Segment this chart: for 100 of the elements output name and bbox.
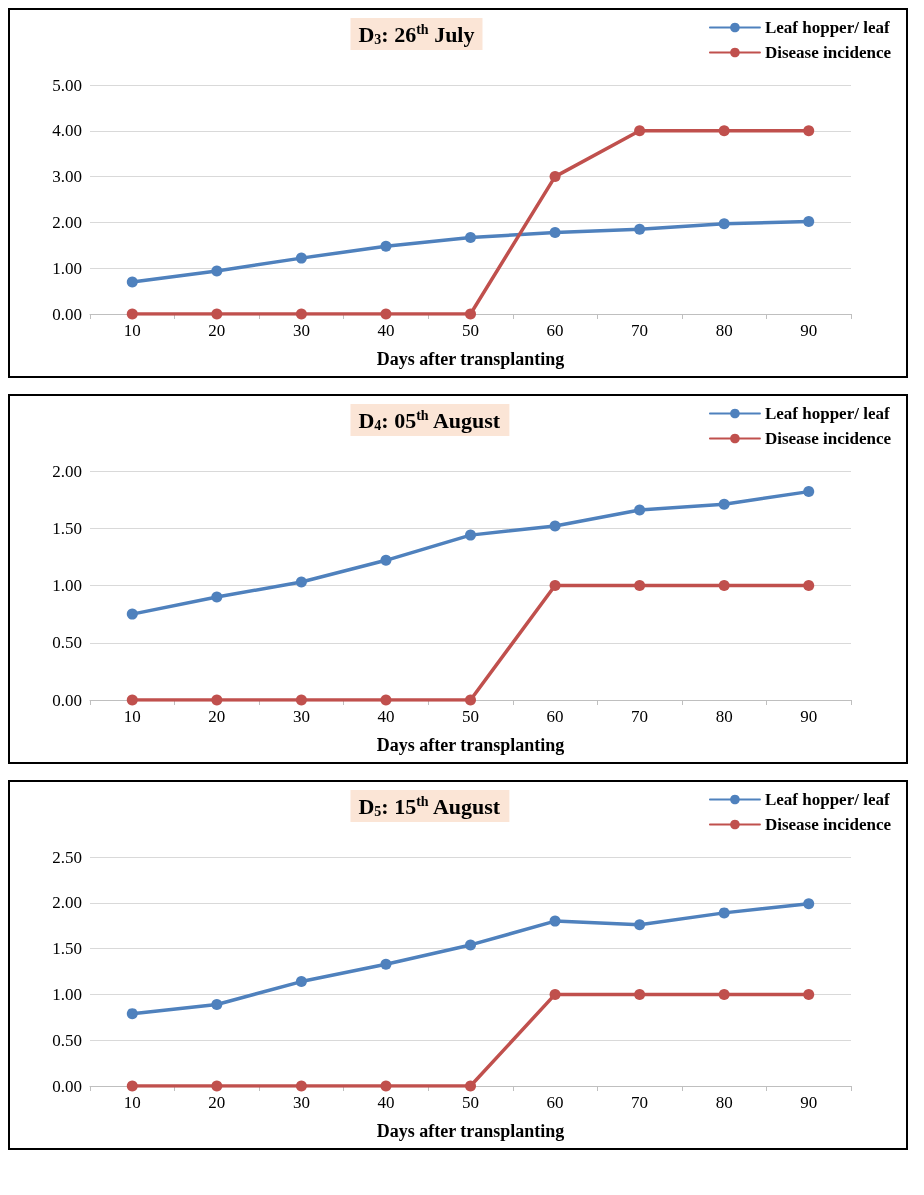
point	[380, 1080, 392, 1092]
y-tick-label: 2.50	[52, 847, 82, 867]
x-tick-label: 20	[208, 1093, 226, 1112]
x-tick-label: 80	[715, 1093, 733, 1112]
legend-label: Disease incidence	[764, 43, 892, 62]
x-tick-label: 60	[546, 707, 564, 726]
x-tick-label: 10	[123, 1093, 141, 1112]
point	[549, 580, 561, 591]
point	[211, 591, 223, 603]
point	[634, 919, 646, 931]
point	[380, 694, 392, 706]
x-axis-title: Days after transplanting	[376, 1121, 565, 1141]
point	[718, 218, 730, 230]
x-tick-label: 20	[208, 707, 226, 726]
y-tick-label: 1.50	[52, 939, 82, 959]
point	[634, 580, 646, 591]
legend-label: Disease incidence	[764, 815, 892, 834]
y-tick-label: 0.00	[52, 690, 82, 710]
x-tick-label: 80	[715, 707, 733, 726]
y-tick-label: 1.50	[52, 518, 82, 538]
y-tick-label: 1.00	[52, 984, 82, 1004]
x-axis-title: Days after transplanting	[376, 735, 565, 755]
point	[126, 608, 138, 620]
x-tick-label: 50	[462, 321, 479, 340]
x-tick-label: 30	[292, 1093, 310, 1112]
point	[803, 898, 815, 910]
x-tick-label: 50	[462, 707, 479, 726]
y-tick-label: 2.00	[52, 461, 82, 481]
point	[465, 939, 476, 951]
x-tick-label: 30	[292, 707, 310, 726]
point	[465, 232, 476, 244]
legend-label: Leaf hopper/ leaf	[764, 790, 890, 809]
point	[549, 915, 561, 927]
point	[718, 125, 730, 137]
y-tick-label: 0.50	[52, 633, 82, 653]
x-tick-label: 30	[292, 321, 310, 340]
point	[549, 520, 561, 532]
y-tick-label: 3.00	[52, 167, 82, 187]
point	[634, 223, 646, 235]
x-tick-label: 60	[546, 1093, 564, 1112]
legend-label: Leaf hopper/ leaf	[764, 18, 890, 37]
point	[803, 125, 815, 137]
point	[295, 308, 307, 320]
legend-label: Disease incidence	[764, 429, 892, 448]
point	[718, 498, 730, 510]
point	[295, 1080, 307, 1092]
x-tick-label: 70	[631, 1093, 649, 1112]
point	[718, 907, 730, 919]
point	[803, 215, 815, 227]
x-axis-title: Days after transplanting	[376, 349, 565, 369]
x-tick-label: 10	[123, 321, 141, 340]
x-tick-label: 20	[208, 321, 226, 340]
point	[380, 554, 392, 566]
y-tick-label: 4.00	[52, 121, 82, 141]
y-tick-label: 1.00	[52, 576, 82, 595]
y-tick-label: 0.00	[52, 304, 82, 324]
point	[803, 486, 815, 498]
point	[380, 958, 392, 970]
point	[211, 998, 223, 1010]
point	[295, 576, 307, 588]
x-tick-label: 40	[377, 707, 395, 726]
x-tick-label: 80	[715, 321, 733, 340]
point	[634, 988, 646, 1000]
x-tick-label: 90	[800, 707, 818, 726]
x-tick-label: 10	[123, 707, 141, 726]
point	[211, 308, 223, 320]
point	[295, 252, 307, 264]
point	[465, 308, 476, 320]
point	[549, 988, 561, 1000]
point	[126, 308, 138, 320]
y-tick-label: 0.00	[52, 1076, 82, 1096]
point	[465, 1080, 476, 1092]
point	[634, 125, 646, 137]
point	[126, 1008, 138, 1020]
x-tick-label: 60	[546, 321, 564, 340]
point	[380, 308, 392, 320]
point	[803, 988, 815, 1000]
point	[126, 276, 138, 288]
point	[211, 265, 223, 277]
x-tick-label: 40	[377, 1093, 395, 1112]
point	[549, 226, 561, 238]
x-tick-label: 90	[800, 321, 818, 340]
x-tick-label: 70	[631, 321, 649, 340]
point	[126, 694, 138, 706]
x-tick-label: 50	[462, 1093, 479, 1112]
y-tick-label: 1.00	[52, 258, 82, 278]
point	[634, 504, 646, 516]
point	[211, 1080, 223, 1092]
point	[126, 1080, 138, 1092]
point	[211, 694, 223, 706]
point	[718, 580, 730, 591]
point	[465, 694, 476, 706]
y-tick-label: 0.50	[52, 1030, 82, 1050]
point	[295, 976, 307, 988]
point	[295, 694, 307, 706]
y-tick-label: 5.00	[52, 75, 82, 95]
x-tick-label: 90	[800, 1093, 818, 1112]
y-tick-label: 2.00	[52, 212, 82, 232]
legend-label: Leaf hopper/ leaf	[764, 404, 890, 423]
y-tick-label: 2.00	[52, 893, 82, 913]
